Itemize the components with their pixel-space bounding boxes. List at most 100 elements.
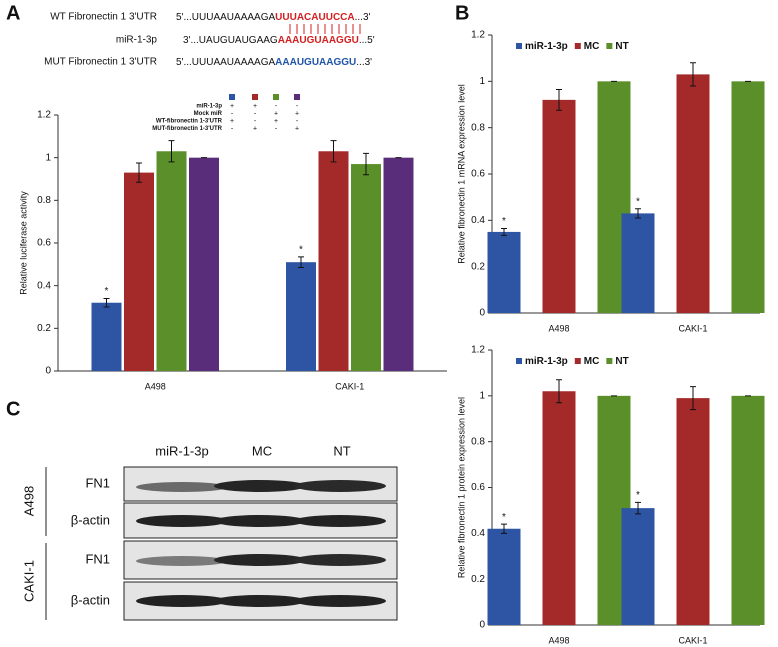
- y-tick-label: 0.2: [471, 261, 485, 272]
- bar: [487, 231, 521, 313]
- legend-label: NT: [615, 41, 628, 52]
- sequence-label: miR-1-3p: [116, 35, 158, 46]
- bar: [286, 262, 316, 371]
- legend-row-label: miR-1-3p: [196, 104, 222, 110]
- legend-row-mark: -: [275, 103, 278, 110]
- legend-row-mark: -: [231, 110, 234, 117]
- x-tick-label: A498: [548, 323, 569, 333]
- error-bar: [501, 523, 507, 534]
- row-label: FN1: [85, 475, 110, 490]
- y-tick-label: 0.2: [471, 574, 485, 585]
- y-tick-label: 0.8: [37, 195, 51, 206]
- band: [136, 556, 228, 566]
- legend-row-mark: +: [230, 118, 234, 125]
- error-bar: [168, 140, 175, 163]
- legend-swatch: [516, 43, 522, 49]
- significance-mark: *: [105, 286, 109, 297]
- error-bar: [136, 162, 142, 183]
- legend-row-mark: -: [254, 110, 257, 117]
- legend-label: miR-1-3p: [525, 41, 568, 52]
- y-tick-label: 1.2: [37, 110, 51, 121]
- legend-swatch: [294, 94, 300, 100]
- legend-swatch: [606, 43, 613, 49]
- sequence-part: AAAUGUAAGGU: [278, 35, 359, 46]
- bar: [487, 528, 521, 625]
- band: [294, 554, 386, 566]
- lane-label: NT: [333, 443, 350, 458]
- legend-row-mark: -: [296, 118, 299, 125]
- bar: [383, 157, 414, 371]
- sequence-part: UUUACAUUCCA: [275, 12, 354, 23]
- legend-row-mark: +: [274, 110, 278, 117]
- x-tick-label: CAKI-1: [678, 323, 707, 333]
- panel-label: A: [6, 2, 20, 24]
- legend-label: miR-1-3p: [525, 356, 568, 367]
- lane-label: MC: [252, 443, 272, 458]
- bar: [621, 213, 655, 313]
- sequence-label: WT Fibronectin 1 3'UTR: [50, 12, 157, 23]
- legend-swatch: [574, 358, 581, 364]
- y-tick-label: 1: [45, 152, 51, 163]
- bar: [731, 81, 765, 313]
- legend-row-mark: +: [295, 110, 299, 117]
- bar: [318, 151, 349, 371]
- band: [214, 595, 306, 607]
- significance-mark: *: [636, 490, 640, 501]
- y-tick-label: 0.8: [471, 436, 485, 447]
- y-tick-label: 0: [45, 366, 51, 377]
- legend-label: MC: [584, 41, 600, 52]
- x-tick-label: A498: [548, 635, 569, 645]
- error-bar: [363, 152, 369, 176]
- bar: [731, 395, 765, 625]
- legend-swatch: [606, 358, 613, 364]
- legend-swatch: [516, 358, 522, 364]
- y-axis-label: Relative fibronectin 1 protein expressio…: [456, 397, 466, 578]
- bar: [621, 508, 655, 625]
- sequence: 3'...UAUGUAUGAAGAAAUGUAAGGU...5': [183, 35, 375, 46]
- legend-row-label: MUT-fibronectin 1-3'UTR: [152, 126, 222, 132]
- y-tick-label: 0: [479, 308, 485, 319]
- error-bar: [330, 140, 337, 163]
- error-bar: [556, 88, 562, 111]
- legend-row-label: Mock miR: [194, 111, 223, 117]
- bar: [676, 74, 710, 313]
- sequence-part: 5'...UUUAAUAAAAGA: [176, 12, 275, 23]
- significance-mark: *: [299, 245, 303, 256]
- legend-label: MC: [584, 356, 600, 367]
- sequence-part: AAAUGUAAGGU: [275, 57, 356, 68]
- y-axis-label: Relative fibronectin 1 mRNA expression l…: [456, 84, 466, 264]
- sequence-part: 5'...UUUAAUAAAAGA: [176, 57, 275, 68]
- x-tick-label: A498: [145, 381, 166, 391]
- legend-row-mark: -: [296, 103, 299, 110]
- band: [294, 515, 386, 527]
- significance-mark: *: [636, 196, 640, 207]
- bar: [542, 99, 576, 313]
- legend-row-mark: +: [253, 125, 257, 132]
- legend-label: NT: [615, 356, 628, 367]
- y-tick-label: 1.2: [471, 30, 485, 41]
- error-bar: [298, 256, 304, 269]
- y-tick-label: 0.6: [471, 169, 485, 180]
- row-label: β-actin: [71, 512, 110, 527]
- sequence-label: MUT Fibronectin 1 3'UTR: [44, 57, 157, 68]
- y-axis-label: Relative luciferase activity: [18, 191, 28, 295]
- band: [136, 595, 228, 607]
- band: [294, 480, 386, 492]
- group-label: CAKI-1: [21, 560, 36, 602]
- band: [294, 595, 386, 607]
- legend-swatch: [574, 43, 581, 49]
- y-tick-label: 0.4: [471, 528, 485, 539]
- error-bar: [501, 227, 507, 236]
- y-tick-label: 0.2: [37, 323, 51, 334]
- row-label: β-actin: [71, 592, 110, 607]
- legend-row-label: WT-fibronectin 1-3'UTR: [156, 119, 223, 125]
- row-label: FN1: [85, 551, 110, 566]
- legend-row-mark: +: [295, 125, 299, 132]
- lane-label: miR-1-3p: [155, 443, 208, 458]
- bar: [156, 151, 187, 371]
- legend-swatch: [229, 94, 235, 100]
- panel-label: B: [455, 2, 469, 24]
- panel-label: C: [6, 398, 20, 420]
- error-bar: [103, 297, 110, 308]
- y-tick-label: 0: [479, 620, 485, 631]
